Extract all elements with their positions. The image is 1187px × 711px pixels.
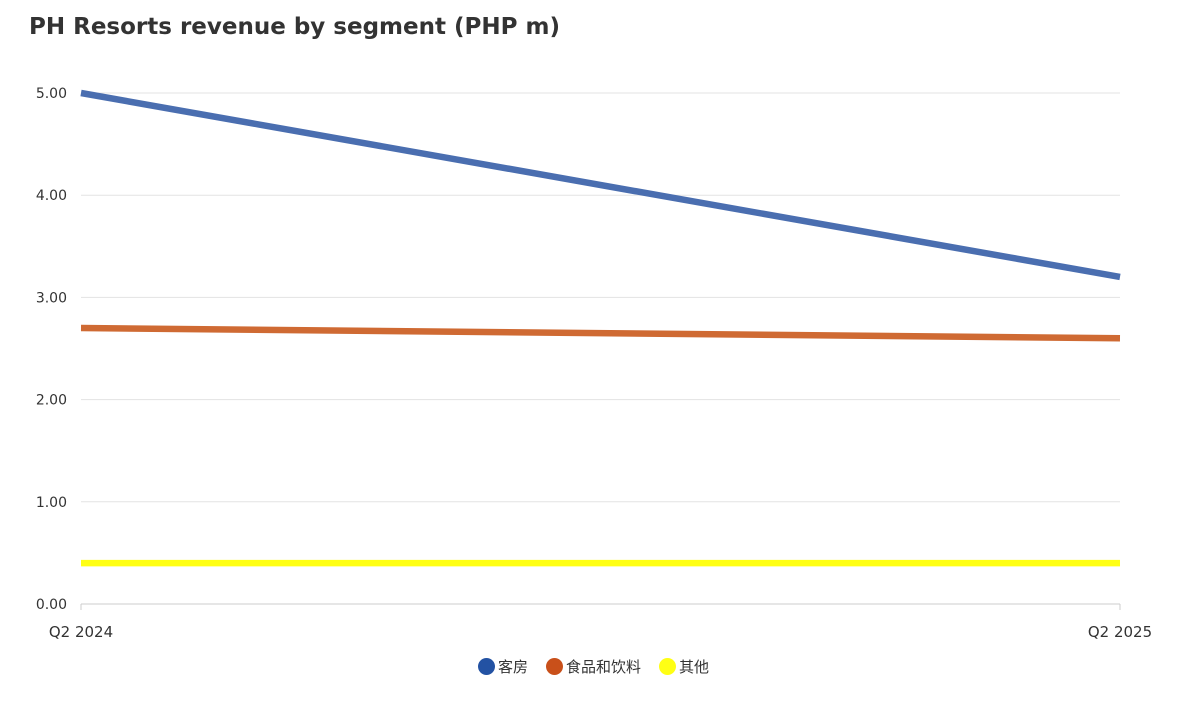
y-tick-label: 4.00 (36, 188, 67, 204)
legend-item[interactable]: 客房 (477, 656, 528, 677)
x-tick-label: Q2 2024 (49, 623, 113, 641)
y-tick-label: 5.00 (36, 86, 67, 102)
y-tick-label: 1.00 (36, 495, 67, 511)
x-axis-tick-labels: Q2 2024 Q2 2025 (49, 623, 1152, 641)
legend-label: 客房 (497, 658, 528, 676)
legend-marker-icon (659, 658, 676, 675)
series-line (80, 324, 1121, 342)
x-tick-label: Q2 2025 (1088, 623, 1152, 641)
y-tick-label: 2.00 (36, 393, 67, 409)
legend-marker-icon (545, 658, 563, 675)
legend-label: 食品和饮料 (565, 658, 641, 676)
y-tick-label: 3.00 (36, 290, 67, 306)
y-axis-tick-labels: 0.00 1.00 2.00 3.00 4.00 5.00 (36, 86, 67, 613)
x-axis (80, 603, 1121, 610)
legend-item[interactable]: 食品和饮料 (545, 656, 641, 677)
series-line (80, 89, 1121, 281)
series-lines (80, 89, 1121, 567)
legend: 客房 食品和饮料 其他 (0, 656, 1187, 677)
legend-item[interactable]: 其他 (659, 656, 709, 677)
y-tick-label: 0.00 (36, 597, 67, 613)
grid-lines (81, 92, 1120, 503)
legend-marker-icon (477, 658, 495, 675)
legend-label: 其他 (679, 658, 710, 676)
chart-title: PH Resorts revenue by segment (PHP m) (29, 14, 560, 40)
